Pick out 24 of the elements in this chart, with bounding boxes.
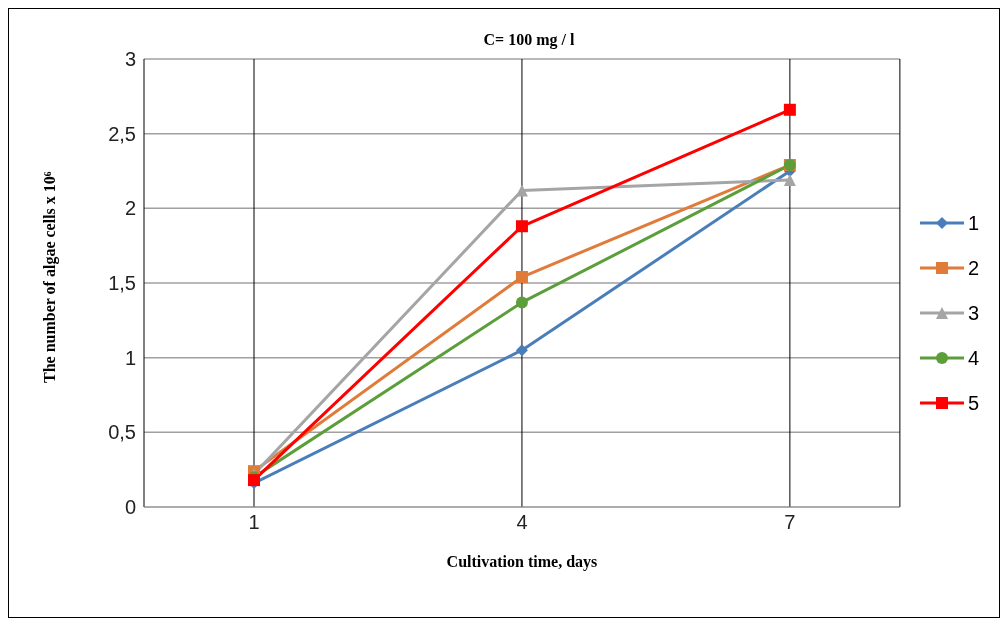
y-tick-label: 2 [124, 197, 136, 220]
point [783, 173, 796, 186]
x-tick-label: 1 [248, 511, 260, 534]
y-tick-label: 1 [124, 346, 136, 369]
legend-label: 1 [967, 211, 979, 235]
legend-label: 5 [967, 391, 979, 415]
legend-label: 3 [967, 301, 979, 325]
x-tick-label: 4 [516, 511, 528, 534]
y-axis-title: The number of algae cells x 10⁶ [40, 171, 59, 383]
point [783, 103, 796, 116]
point [515, 220, 528, 233]
y-tick-label: 2,5 [108, 122, 136, 145]
y-tick-label: 3 [124, 48, 136, 71]
point [515, 271, 528, 284]
point [515, 296, 528, 309]
chart-title: C= 100 mg / l [482, 31, 576, 49]
point [515, 344, 528, 357]
y-tick-label: 0,5 [108, 421, 136, 444]
y-tick-label: 0 [124, 496, 136, 519]
y-tick-label: 1,5 [108, 272, 136, 295]
legend-label: 4 [967, 346, 979, 370]
x-tick-label: 7 [784, 511, 796, 534]
legend-label: 2 [967, 256, 979, 280]
x-axis-title: Cultivation time, days [446, 553, 598, 571]
